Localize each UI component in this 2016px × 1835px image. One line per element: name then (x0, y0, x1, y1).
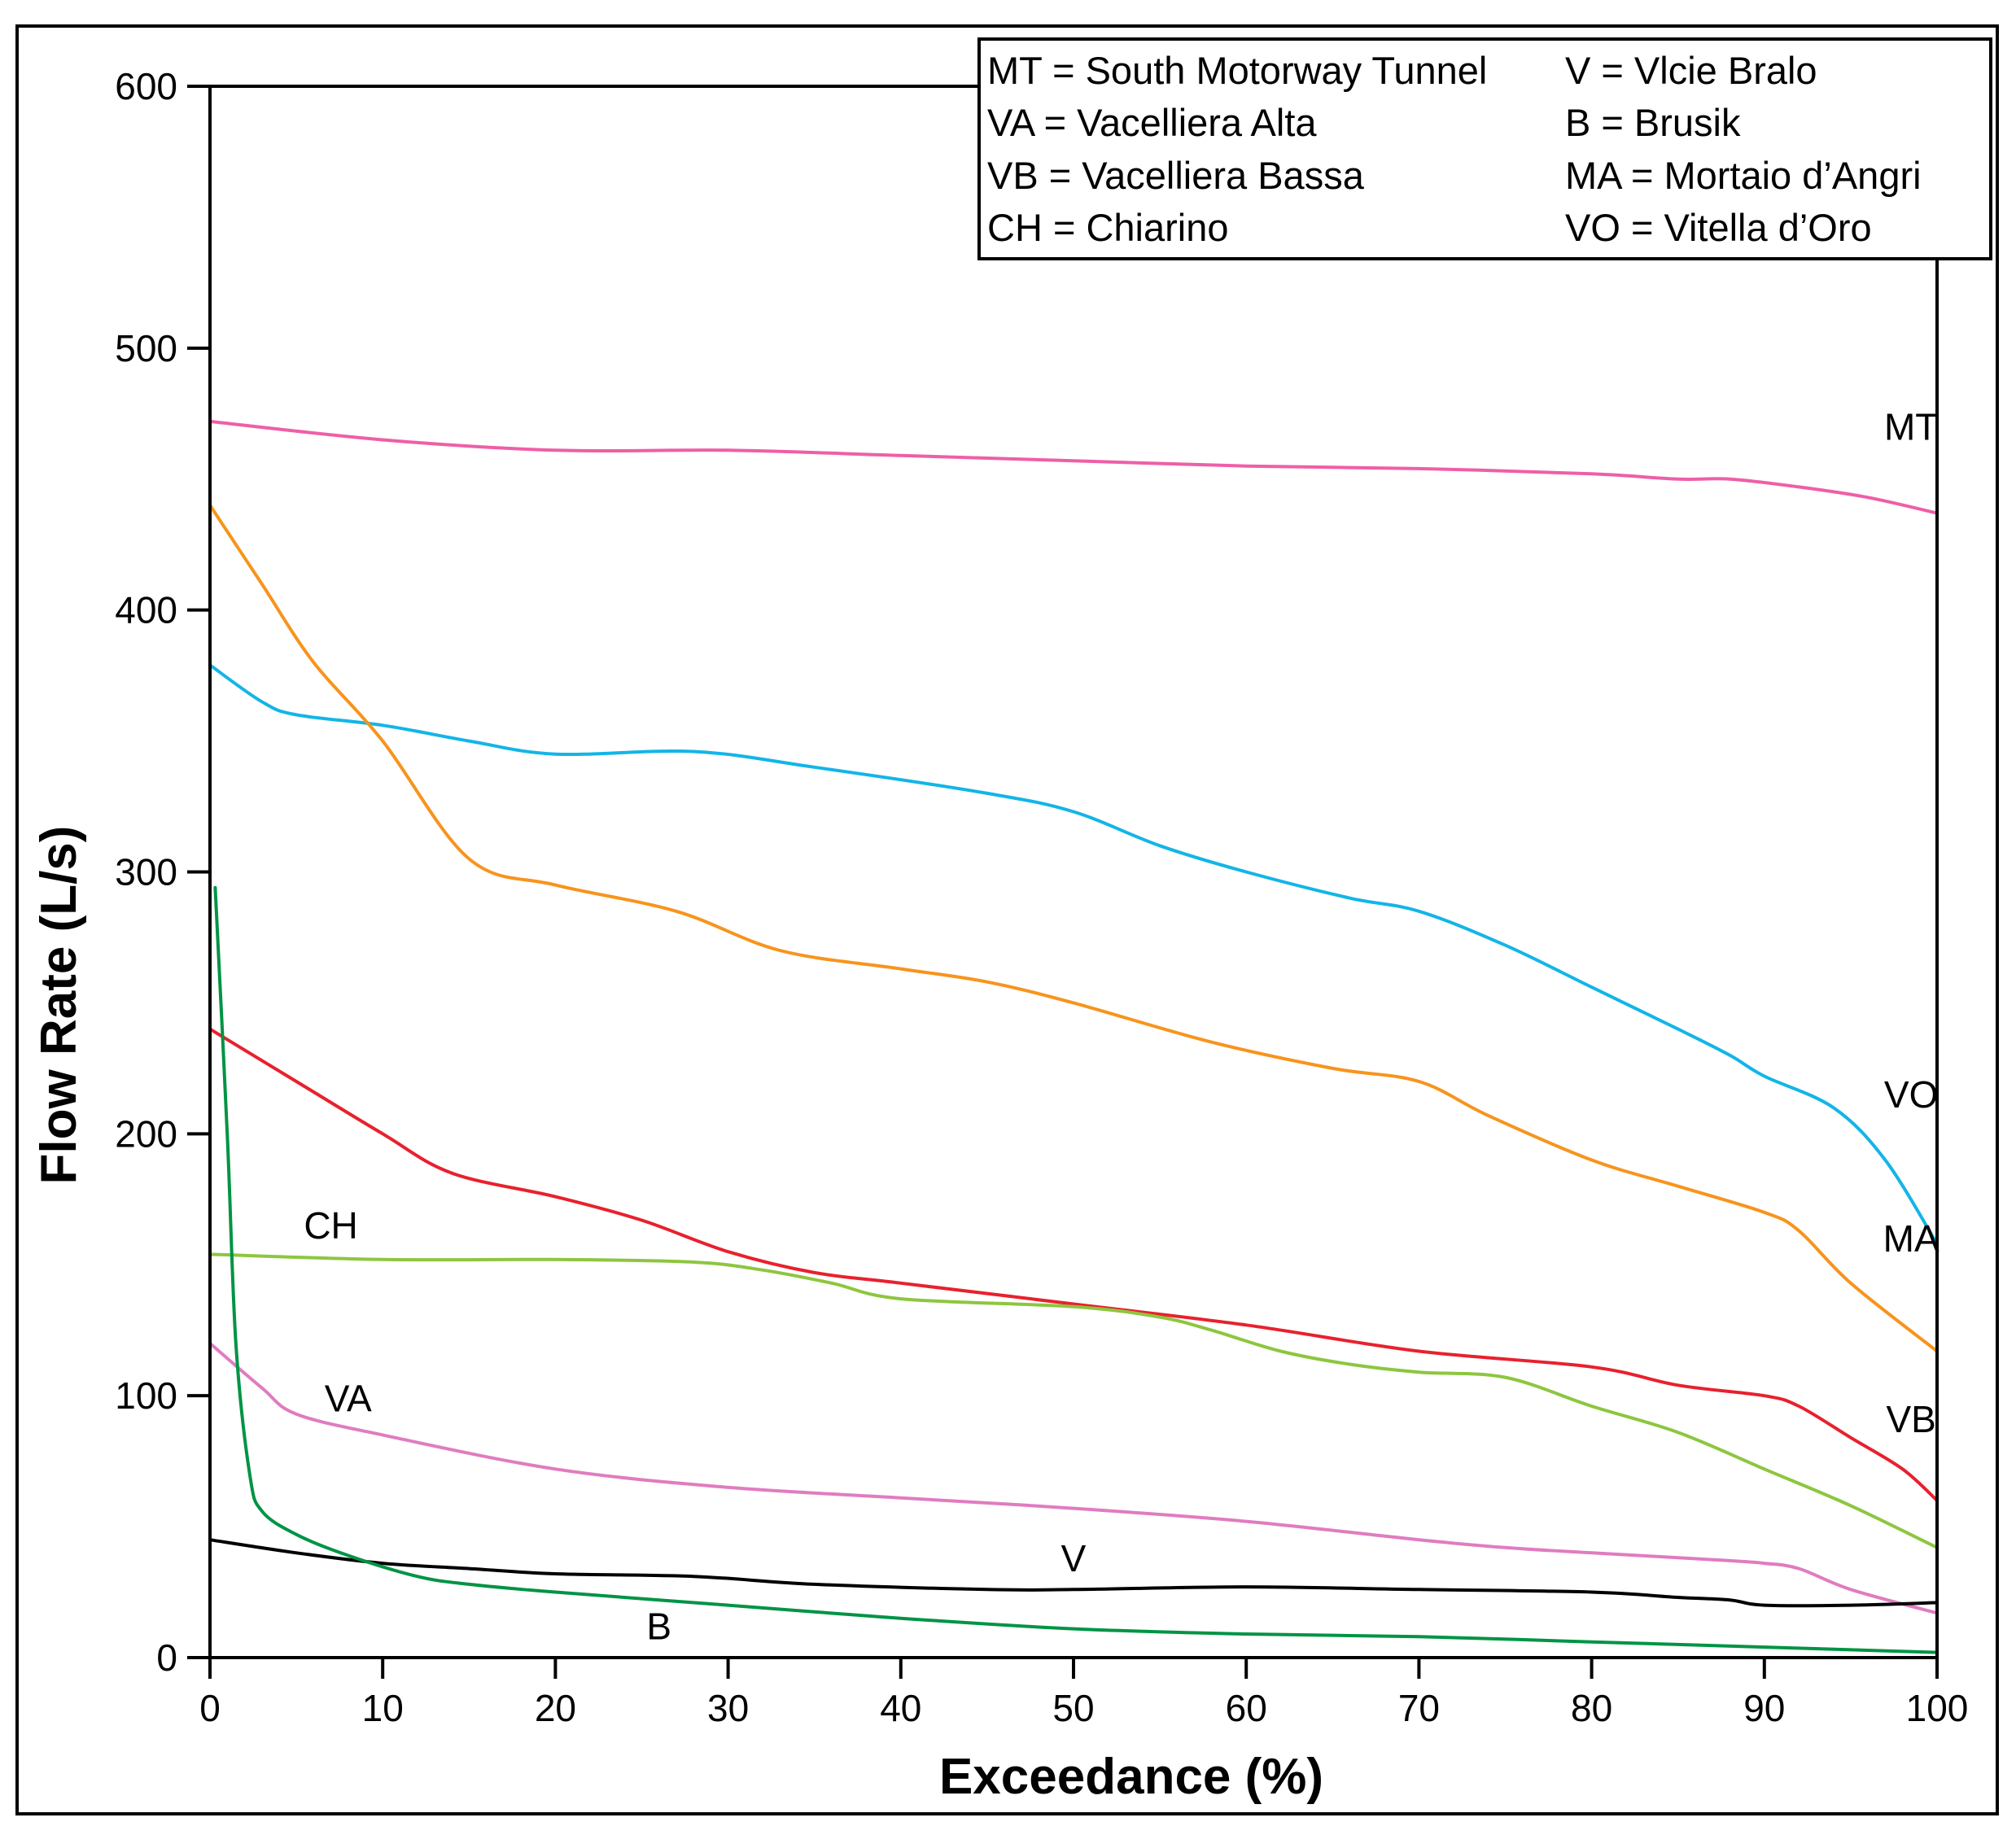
x-tick-label: 70 (1398, 1687, 1440, 1729)
y-axis-title: Flow Rate (L/s) (31, 826, 87, 1185)
legend-entry-b: B = Brusik (1565, 101, 1741, 144)
series-label-ma: MA (1883, 1217, 1939, 1260)
series-line-b (213, 885, 1939, 1654)
legend-entry-vo: VO = Vitella d’Oro (1565, 206, 1872, 249)
series-label-ch: CH (304, 1204, 357, 1247)
y-tick-label: 100 (115, 1374, 177, 1417)
legend-entry-va: VA = Vacelliera Alta (987, 101, 1317, 144)
x-tick-label: 40 (880, 1687, 921, 1729)
series-line-ch (208, 1252, 1939, 1549)
legend-entry-mt: MT = South Motorway Tunnel (987, 49, 1487, 92)
figure-frame (15, 24, 1999, 1815)
series-label-v: V (1061, 1537, 1087, 1579)
legend-entry-ch: CH = Chiarino (987, 206, 1228, 249)
series-label-vb: VB (1886, 1398, 1935, 1440)
y-tick-label: 0 (156, 1636, 177, 1679)
series-label-mt: MT (1884, 405, 1938, 448)
legend-box (977, 37, 1992, 260)
x-tick-label: 100 (1906, 1687, 1969, 1729)
x-tick-label: 60 (1226, 1687, 1267, 1729)
y-tick-label: 200 (115, 1112, 177, 1155)
legend: MT = South Motorway Tunnel VA = Vacellie… (977, 37, 1992, 260)
y-tick-label: 600 (115, 65, 177, 107)
legend-entry-v: V = Vlcie Bralo (1565, 49, 1817, 92)
x-tick-label: 20 (535, 1687, 576, 1729)
legend-entry-ma: MA = Mortaio d’Angri (1565, 154, 1922, 197)
series-line-mt (208, 419, 1939, 515)
y-tick-label: 500 (115, 327, 177, 369)
x-tick-label: 90 (1743, 1687, 1785, 1729)
series-line-v (208, 1538, 1939, 1608)
x-tick-label: 80 (1571, 1687, 1612, 1729)
series-label-b: B (646, 1605, 671, 1647)
x-tick-label: 10 (362, 1687, 404, 1729)
series-line-ma (208, 503, 1939, 1353)
series-line-vo (208, 663, 1939, 1246)
x-tick-label: 0 (199, 1687, 221, 1729)
y-tick-label: 400 (115, 589, 177, 631)
y-tick-label: 300 (115, 851, 177, 893)
series-label-va: VA (325, 1377, 372, 1419)
series-line-vb (208, 1027, 1939, 1502)
series-line-va (208, 1341, 1939, 1615)
x-axis-title: Exceedance (%) (939, 1749, 1323, 1805)
x-tick-label: 50 (1052, 1687, 1094, 1729)
legend-entry-vb: VB = Vacelliera Bassa (987, 154, 1365, 197)
series-label-vo: VO (1884, 1073, 1938, 1116)
x-tick-label: 30 (707, 1687, 749, 1729)
